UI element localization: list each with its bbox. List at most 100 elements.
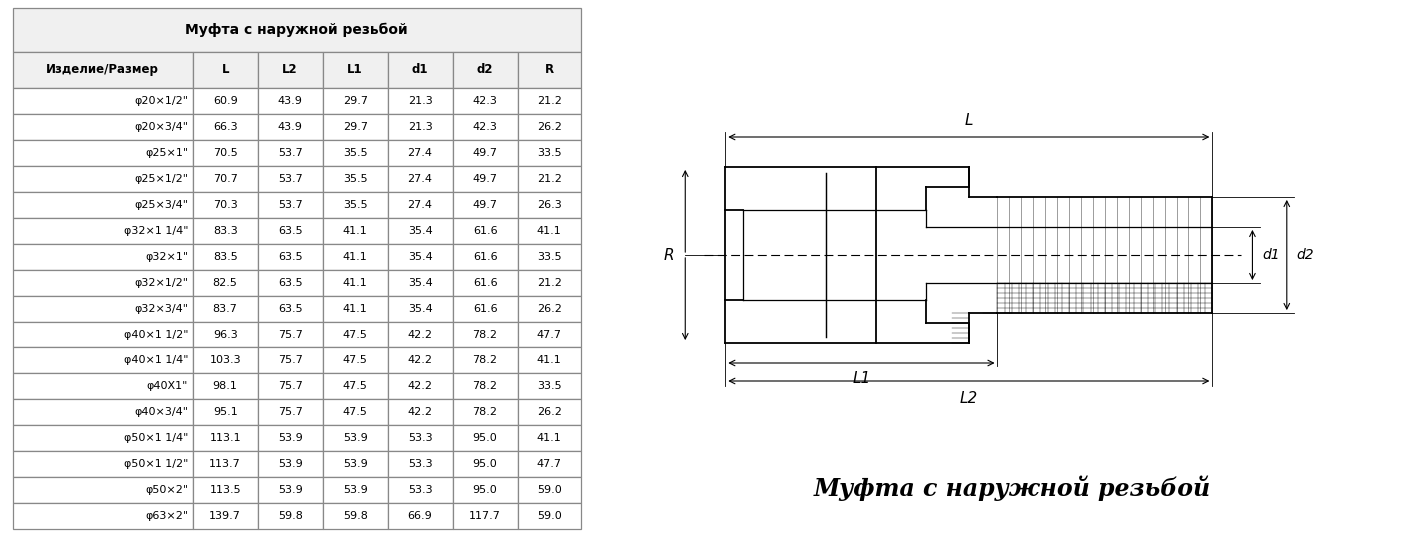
Bar	[517, 451, 581, 477]
Bar	[453, 348, 517, 374]
Bar	[517, 166, 581, 192]
Text: 66.9: 66.9	[408, 511, 433, 521]
Text: 113.7: 113.7	[209, 460, 241, 469]
Bar	[517, 400, 581, 426]
Bar	[453, 321, 517, 348]
Bar	[388, 374, 453, 400]
Text: 78.2: 78.2	[473, 329, 497, 340]
Bar	[13, 477, 193, 503]
Bar	[388, 192, 453, 218]
Text: 59.0: 59.0	[537, 485, 561, 495]
Text: 63.5: 63.5	[278, 303, 302, 314]
Bar	[453, 192, 517, 218]
Text: 53.7: 53.7	[278, 200, 302, 210]
Bar	[322, 503, 388, 529]
Bar	[322, 269, 388, 295]
Text: 103.3: 103.3	[209, 355, 241, 366]
Bar	[388, 244, 453, 269]
Bar	[193, 140, 257, 166]
Bar	[322, 295, 388, 321]
Text: R: R	[544, 63, 554, 76]
Text: 66.3: 66.3	[213, 122, 237, 132]
Bar	[13, 321, 193, 348]
Text: 41.1: 41.1	[342, 226, 368, 235]
Bar	[13, 295, 193, 321]
Bar	[453, 477, 517, 503]
Bar	[193, 269, 257, 295]
Text: φ32×3/4": φ32×3/4"	[133, 303, 187, 314]
Text: 117.7: 117.7	[469, 511, 501, 521]
Bar	[322, 218, 388, 244]
Bar	[453, 503, 517, 529]
Text: 49.7: 49.7	[473, 148, 497, 158]
Text: φ40×3/4": φ40×3/4"	[133, 407, 187, 417]
Text: 47.5: 47.5	[342, 381, 368, 391]
Text: 35.5: 35.5	[342, 174, 368, 184]
Text: Муфта с наружной резьбой: Муфта с наружной резьбой	[814, 475, 1210, 501]
Text: 41.1: 41.1	[537, 226, 561, 235]
Bar	[193, 166, 257, 192]
Text: 49.7: 49.7	[473, 174, 497, 184]
Text: 53.7: 53.7	[278, 148, 302, 158]
Bar	[322, 426, 388, 451]
Text: 82.5: 82.5	[213, 278, 237, 288]
Bar	[388, 400, 453, 426]
Text: 21.3: 21.3	[408, 122, 433, 132]
Text: 59.8: 59.8	[342, 511, 368, 521]
Bar	[322, 348, 388, 374]
Bar	[193, 374, 257, 400]
Bar	[322, 114, 388, 140]
Bar	[13, 8, 581, 52]
Text: 33.5: 33.5	[537, 148, 561, 158]
Bar	[517, 114, 581, 140]
Bar	[13, 218, 193, 244]
Text: 26.3: 26.3	[537, 200, 561, 210]
Text: 59.0: 59.0	[537, 511, 561, 521]
Text: 35.4: 35.4	[408, 252, 433, 261]
Text: 35.4: 35.4	[408, 278, 433, 288]
Text: 27.4: 27.4	[408, 200, 433, 210]
Bar	[517, 218, 581, 244]
Text: 53.3: 53.3	[408, 485, 433, 495]
Text: 61.6: 61.6	[473, 303, 497, 314]
Bar	[257, 244, 322, 269]
Text: 53.9: 53.9	[342, 485, 368, 495]
Bar	[322, 88, 388, 114]
Bar	[13, 52, 193, 88]
Bar	[193, 451, 257, 477]
Bar	[193, 348, 257, 374]
Text: 95.1: 95.1	[213, 407, 237, 417]
Bar	[517, 52, 581, 88]
Text: 70.5: 70.5	[213, 148, 237, 158]
Bar	[13, 400, 193, 426]
Text: 59.8: 59.8	[278, 511, 302, 521]
Bar	[517, 88, 581, 114]
Bar	[13, 426, 193, 451]
Text: 95.0: 95.0	[473, 434, 497, 443]
Bar	[257, 477, 322, 503]
Bar	[322, 451, 388, 477]
Bar	[193, 477, 257, 503]
Text: L2: L2	[283, 63, 298, 76]
Text: 47.7: 47.7	[537, 460, 562, 469]
Text: φ32×1/2": φ32×1/2"	[133, 278, 187, 288]
Bar	[517, 295, 581, 321]
Text: 49.7: 49.7	[473, 200, 497, 210]
Bar	[322, 244, 388, 269]
Bar	[193, 114, 257, 140]
Text: 26.2: 26.2	[537, 303, 561, 314]
Bar	[257, 451, 322, 477]
Bar	[193, 426, 257, 451]
Bar	[322, 166, 388, 192]
Text: φ32×1": φ32×1"	[145, 252, 187, 261]
Text: 75.7: 75.7	[278, 407, 302, 417]
Bar	[322, 374, 388, 400]
Text: 83.5: 83.5	[213, 252, 237, 261]
Text: 95.0: 95.0	[473, 460, 497, 469]
Text: 78.2: 78.2	[473, 381, 497, 391]
Bar	[453, 88, 517, 114]
Bar	[517, 192, 581, 218]
Bar	[257, 295, 322, 321]
Bar	[257, 166, 322, 192]
Text: 33.5: 33.5	[537, 252, 561, 261]
